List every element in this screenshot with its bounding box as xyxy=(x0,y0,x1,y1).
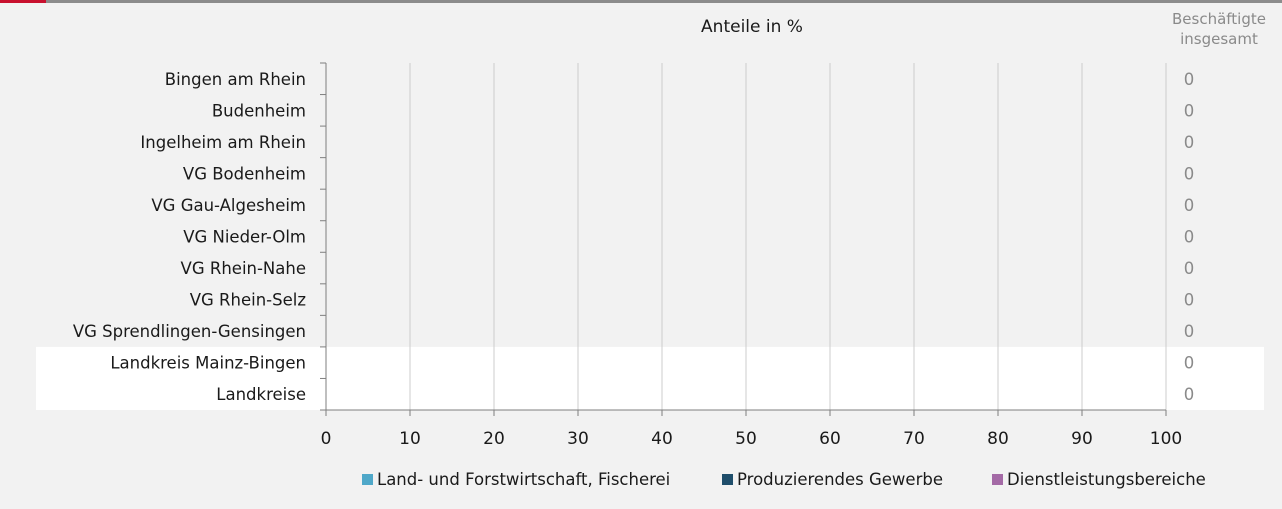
highlight-bands xyxy=(36,346,1264,410)
x-tick-label: 0 xyxy=(321,429,332,449)
total-value: 0 xyxy=(1184,291,1195,310)
total-value: 0 xyxy=(1184,133,1195,152)
category-label: Landkreise xyxy=(216,385,306,404)
total-value: 0 xyxy=(1184,228,1195,247)
x-tick-label: 30 xyxy=(567,429,589,449)
x-tick-label: 10 xyxy=(399,429,421,449)
total-value: 0 xyxy=(1184,354,1195,373)
total-value: 0 xyxy=(1184,196,1195,215)
grid-lines xyxy=(409,63,1167,410)
category-label: VG Rhein-Nahe xyxy=(181,259,306,278)
axes xyxy=(320,62,1167,416)
legend-swatch xyxy=(992,474,1003,485)
category-labels: Bingen am Rhein Budenheim Ingelheim am Rhe… xyxy=(73,70,306,404)
chart-panel xyxy=(0,3,1282,509)
legend-swatch xyxy=(362,474,373,485)
total-value: 0 xyxy=(1184,322,1195,341)
top-rule xyxy=(0,0,1282,3)
total-value: 0 xyxy=(1184,70,1195,89)
x-tick-label: 90 xyxy=(1071,429,1093,449)
legend: Land- und Forstwirtschaft, Fischerei Prod… xyxy=(362,470,1206,489)
category-label: VG Bodenheim xyxy=(183,164,306,183)
top-accent-bar xyxy=(0,0,46,3)
x-tick-label: 60 xyxy=(819,429,841,449)
totals-column: Beschäftigte insgesamt 0 0 0 0 0 0 0 0 0 0 0 xyxy=(1172,10,1266,404)
legend-swatch xyxy=(722,474,733,485)
category-label: VG Rhein-Selz xyxy=(190,291,306,310)
x-tick-label: 50 xyxy=(735,429,757,449)
x-tick-label: 20 xyxy=(483,429,505,449)
category-label: Bingen am Rhein xyxy=(165,70,306,89)
category-label: Landkreis Mainz-Bingen xyxy=(110,354,306,373)
highlight-band xyxy=(36,346,1264,410)
legend-label: Land- und Forstwirtschaft, Fischerei xyxy=(377,470,670,489)
legend-label: Dienstleistungsbereiche xyxy=(1007,470,1206,489)
x-tick-label: 80 xyxy=(987,429,1009,449)
category-label: VG Gau-Algesheim xyxy=(151,196,306,215)
category-label: VG Nieder-Olm xyxy=(183,228,306,247)
total-value: 0 xyxy=(1184,164,1195,183)
x-tick-label: 100 xyxy=(1150,429,1182,449)
totals-header-line1: Beschäftigte xyxy=(1172,10,1266,28)
chart-title: Anteile in % xyxy=(701,17,803,37)
category-label: Budenheim xyxy=(212,101,306,120)
x-tick-labels: 0 10 20 30 40 50 60 70 80 90 100 xyxy=(321,429,1183,449)
category-label: Ingelheim am Rhein xyxy=(140,133,306,152)
total-value: 0 xyxy=(1184,101,1195,120)
total-value: 0 xyxy=(1184,385,1195,404)
category-label: VG Sprendlingen-Gensingen xyxy=(73,322,306,341)
x-tick-label: 70 xyxy=(903,429,925,449)
x-tick-label: 40 xyxy=(651,429,673,449)
totals-header-line2: insgesamt xyxy=(1180,30,1258,48)
legend-label: Produzierendes Gewerbe xyxy=(737,470,943,489)
total-value: 0 xyxy=(1184,259,1195,278)
